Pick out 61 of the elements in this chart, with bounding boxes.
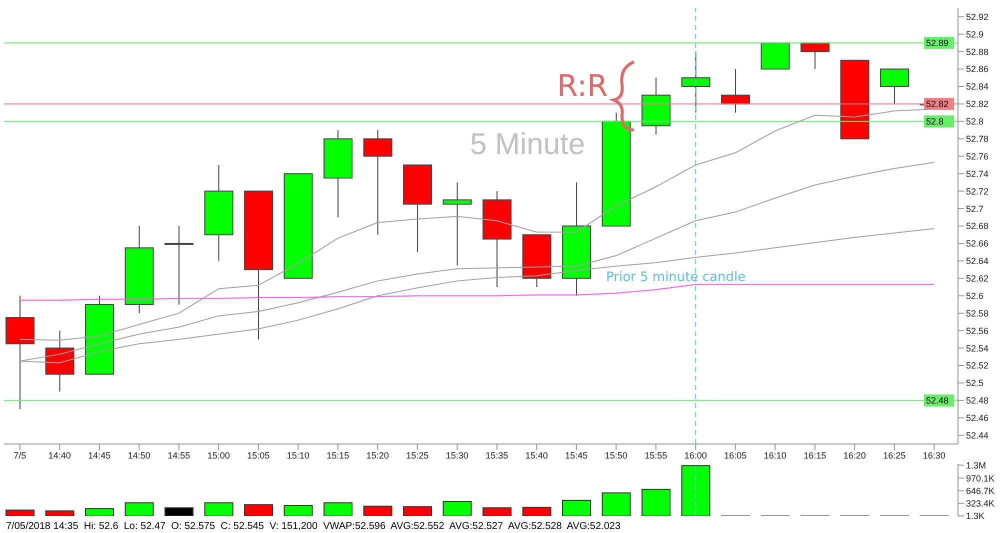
x-tick-label: 14:45 [88,450,111,460]
y-tick-label: 52.58 [966,308,989,318]
y-tick-label: 52.9 [966,29,984,40]
y-tick-label: 52.5 [966,378,984,388]
y-tick-label: 52.62 [966,274,989,284]
x-tick-label: 16:25 [883,450,906,460]
x-tick-label: 14:50 [128,450,150,460]
x-tick-label: 16:05 [724,450,747,460]
x-tick-label: 15:00 [207,450,230,460]
x-tick-label: 16:00 [684,450,707,460]
y-tick-label: 52.54 [966,343,989,354]
x-tick-label: 7/5 [14,450,26,460]
x-tick-label: 15:35 [486,450,508,460]
ref-line-label: 52.8 [926,116,944,126]
x-tick-label: 15:45 [565,450,588,460]
y-tick-label: 52.68 [966,221,989,232]
x-tick-label: 15:55 [644,450,668,460]
y-tick-label: 52.56 [966,326,989,336]
y-tick-label: 323.4K [966,498,995,509]
y-tick-label: 52.72 [966,186,989,196]
y-tick-label: 52.78 [966,134,989,144]
x-tick-label: 16:20 [843,450,866,460]
y-tick-label: 1.3M [966,460,986,470]
y-tick-label: 52.82 [966,99,989,110]
annotation: R:R [557,68,608,104]
ref-line-label: 52.48 [926,395,949,406]
x-tick-label: 15:10 [286,450,310,460]
x-tick-label: 14:55 [168,450,190,460]
y-tick-label: 52.7 [966,204,984,214]
y-tick-label: 52.52 [966,360,989,371]
x-tick-label: 15:30 [446,450,468,460]
y-tick-label: 52.92 [966,12,989,22]
x-tick-label: 16:15 [804,450,826,460]
x-tick-label: 15:50 [604,450,628,460]
y-tick-label: 52.6 [966,290,984,301]
x-tick-label: 15:15 [326,450,350,460]
text: 7/05/2018 14:35 Hi: 52.6 Lo: 52.47 O: 52.575 C: 52.545 V: 151,200 VWAP:52.596 AVG:52.552 AVG:52.527 AVG:52.528 AVG:52.023 [6,521,621,532]
x-tick-label: 15:20 [366,450,389,460]
y-tick-label: 52.64 [966,256,989,266]
x-tick-label: 14:40 [48,450,71,460]
y-tick-label: 52.84 [966,82,989,92]
x-tick-label: 15:40 [525,450,548,460]
y-tick-label: 52.88 [966,46,989,57]
annotation: Prior 5 minute candle [606,270,746,285]
y-tick-label: 52.76 [966,151,989,162]
y-tick-label: 970.1K [966,473,995,484]
ref-line-label: 52.89 [926,38,949,48]
y-tick-label: 52.66 [966,238,989,249]
y-tick-label: 52.48 [966,396,989,406]
x-tick-label: 16:30 [922,450,946,460]
x-tick-label: 15:25 [406,450,429,460]
x-tick-label: 15:05 [247,450,270,460]
y-tick-label: 52.74 [966,168,989,179]
y-tick-label: 1.3K [966,511,985,522]
y-tick-label: 52.44 [966,430,989,440]
y-tick-label: 646.7K [966,486,995,496]
text: 5 Minute [470,128,586,162]
y-tick-label: 52.46 [966,413,989,424]
y-tick-label: 52.8 [966,116,984,127]
y-tick-label: 52.86 [966,64,989,74]
x-tick-label: 16:10 [764,450,786,460]
